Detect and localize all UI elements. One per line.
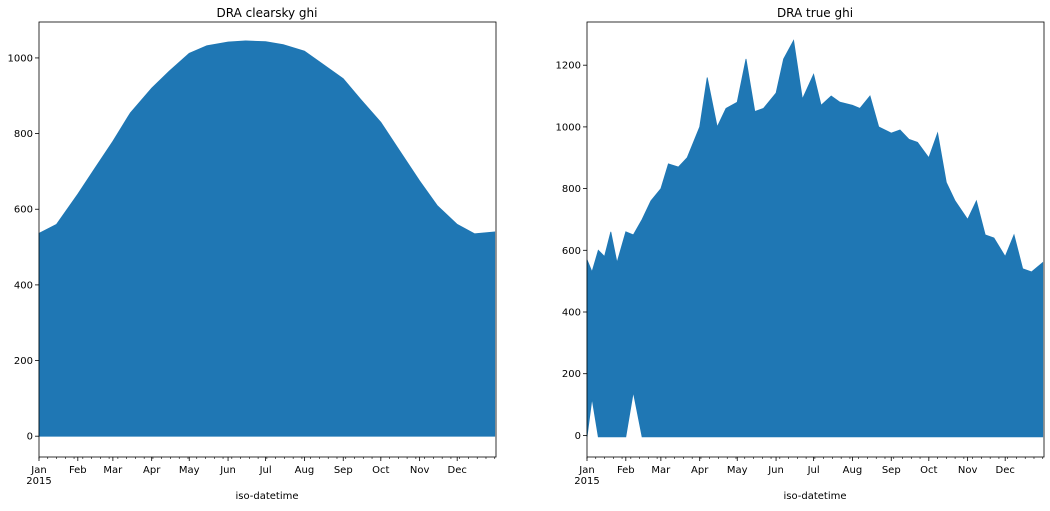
x-tick-label: Apr xyxy=(143,465,161,476)
x-tick-label: Jan xyxy=(30,465,46,476)
x-tick-label: Apr xyxy=(691,465,709,476)
x-tick-label: Oct xyxy=(372,465,389,476)
y-tick-label: 200 xyxy=(14,356,33,367)
y-tick-label: 1000 xyxy=(556,122,581,133)
x-tick-label: Jan xyxy=(578,465,594,476)
x-tick-label: Dec xyxy=(996,465,1015,476)
chart-title: DRA clearsky ghi xyxy=(217,6,318,20)
x-tick-label: Sep xyxy=(882,465,901,476)
x-tick-label: Jun xyxy=(767,465,784,476)
y-tick-label: 400 xyxy=(14,280,33,291)
year-label: 2015 xyxy=(574,476,599,487)
x-tick-label: Aug xyxy=(295,465,315,476)
y-tick-label: 0 xyxy=(27,432,33,443)
x-tick-label: Nov xyxy=(410,465,430,476)
x-tick-label: Nov xyxy=(958,465,978,476)
axes-true: DRA true ghi iso-datetime 2015 0 200 400 60… xyxy=(556,6,1045,502)
x-tick-label: Jun xyxy=(219,465,236,476)
axes-frame xyxy=(38,21,497,458)
x-tick-label: Mar xyxy=(103,465,123,476)
series-area xyxy=(38,40,496,437)
x-tick-label: Oct xyxy=(920,465,937,476)
y-tick-label: 600 xyxy=(562,246,581,257)
x-tick-label: Feb xyxy=(69,465,87,476)
x-tick-label: Jul xyxy=(807,465,820,476)
y-tick-label: 600 xyxy=(14,205,33,216)
chart-title: DRA true ghi xyxy=(777,6,853,20)
y-tick-label: 1000 xyxy=(8,53,33,64)
x-tick-label: May xyxy=(727,465,748,476)
y-tick-label: 1200 xyxy=(556,61,581,72)
series-area xyxy=(586,39,1044,438)
x-tick-label: Dec xyxy=(448,465,467,476)
x-tick-label: Feb xyxy=(617,465,635,476)
y-tick-label: 800 xyxy=(14,129,33,140)
y-tick-label: 0 xyxy=(575,431,581,442)
axes-frame xyxy=(586,21,1045,458)
x-axis-label: iso-datetime xyxy=(783,491,846,502)
y-tick-label: 800 xyxy=(562,184,581,195)
x-tick-label: May xyxy=(179,465,200,476)
x-axis-label: iso-datetime xyxy=(235,491,298,502)
axes-clearsky: DRA clearsky ghi iso-datetime 2015 0 200 4… xyxy=(8,6,497,502)
year-label: 2015 xyxy=(26,476,51,487)
x-tick-label: Sep xyxy=(334,465,353,476)
x-tick-label: Aug xyxy=(843,465,863,476)
x-tick-label: Jul xyxy=(259,465,272,476)
y-tick-label: 400 xyxy=(562,308,581,319)
x-tick-label: Mar xyxy=(651,465,671,476)
y-tick-label: 200 xyxy=(562,369,581,380)
